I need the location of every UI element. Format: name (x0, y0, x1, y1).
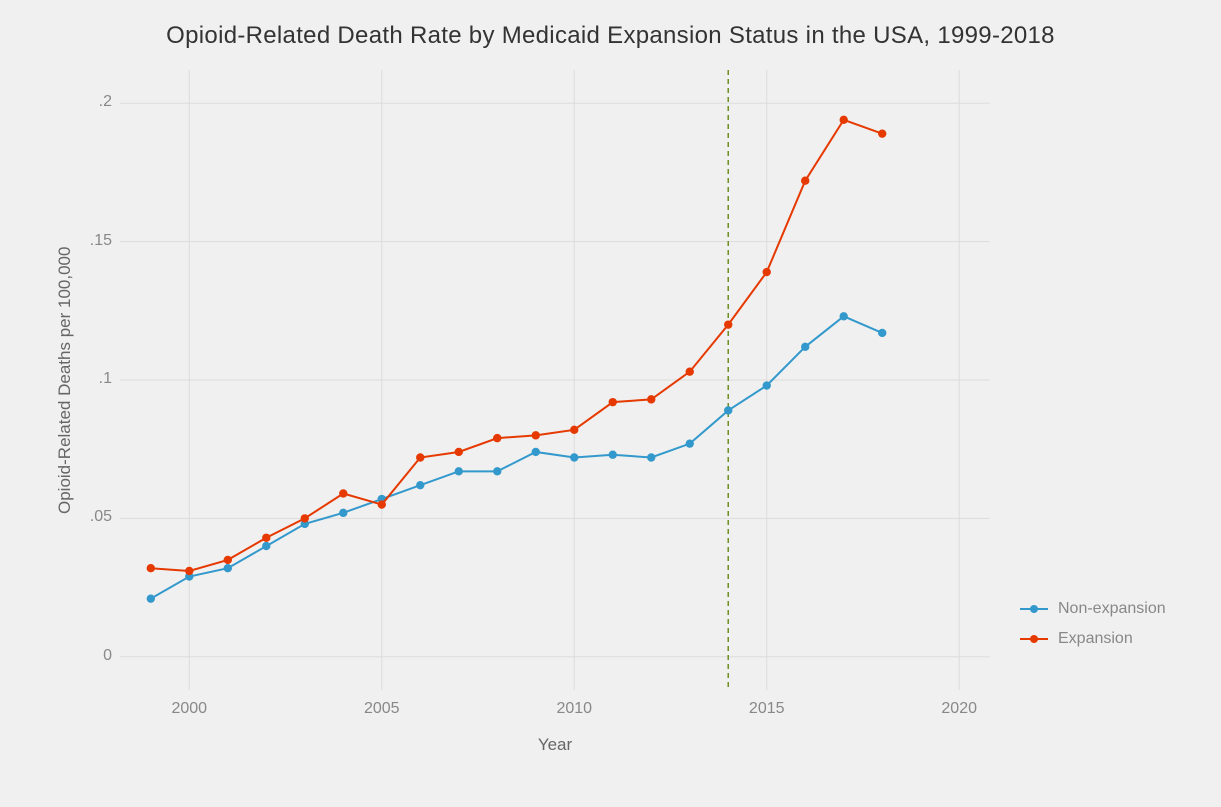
plot-area (120, 70, 990, 690)
series-marker-expansion (647, 395, 655, 403)
series-marker-non_expansion (763, 381, 771, 389)
series-marker-non_expansion (416, 481, 424, 489)
series-marker-non_expansion (224, 564, 232, 572)
series-marker-non_expansion (801, 343, 809, 351)
series-marker-expansion (185, 567, 193, 575)
x-tick-label: 2005 (362, 700, 402, 718)
series-marker-non_expansion (339, 509, 347, 517)
series-marker-expansion (262, 534, 270, 542)
series-marker-non_expansion (147, 594, 155, 602)
series-line-non_expansion (151, 316, 882, 598)
series-marker-non_expansion (647, 453, 655, 461)
series-marker-non_expansion (262, 542, 270, 550)
series-marker-expansion (378, 500, 386, 508)
y-tick-label: .1 (99, 370, 112, 388)
series-marker-expansion (301, 514, 309, 522)
series-marker-expansion (532, 431, 540, 439)
series-marker-non_expansion (840, 312, 848, 320)
series-marker-expansion (147, 564, 155, 572)
legend-marker-icon (1030, 605, 1038, 613)
series-marker-expansion (801, 177, 809, 185)
series-marker-expansion (609, 398, 617, 406)
x-tick-label: 2000 (169, 700, 209, 718)
series-marker-non_expansion (878, 329, 886, 337)
x-tick-label: 2010 (554, 700, 594, 718)
series-marker-expansion (224, 556, 232, 564)
legend-item-non_expansion: Non-expansion (1020, 600, 1166, 618)
legend-item-expansion: Expansion (1020, 630, 1166, 648)
legend: Non-expansion Expansion (1020, 600, 1166, 660)
legend-label: Non-expansion (1058, 600, 1166, 618)
legend-marker-icon (1030, 635, 1038, 643)
y-axis-label: Opioid-Related Deaths per 100,000 (55, 246, 75, 513)
series-marker-expansion (878, 129, 886, 137)
series-marker-non_expansion (609, 451, 617, 459)
legend-swatch (1020, 638, 1048, 640)
series-marker-non_expansion (724, 406, 732, 414)
series-marker-expansion (686, 367, 694, 375)
y-tick-label: .05 (90, 508, 112, 526)
series-marker-expansion (493, 434, 501, 442)
y-tick-label: .15 (90, 232, 112, 250)
chart-title: Opioid-Related Death Rate by Medicaid Ex… (0, 22, 1221, 50)
series-marker-non_expansion (493, 467, 501, 475)
series-marker-expansion (339, 489, 347, 497)
series-line-expansion (151, 120, 882, 571)
series-marker-expansion (416, 453, 424, 461)
x-tick-label: 2020 (939, 700, 979, 718)
series-marker-non_expansion (532, 448, 540, 456)
series-marker-non_expansion (570, 453, 578, 461)
series-marker-non_expansion (686, 439, 694, 447)
legend-label: Expansion (1058, 630, 1133, 648)
series-marker-expansion (840, 116, 848, 124)
series-marker-non_expansion (455, 467, 463, 475)
series-marker-expansion (724, 320, 732, 328)
y-tick-label: .2 (99, 93, 112, 111)
y-tick-label: 0 (103, 647, 112, 665)
series-marker-expansion (570, 426, 578, 434)
legend-swatch (1020, 608, 1048, 610)
series-marker-expansion (763, 268, 771, 276)
x-tick-label: 2015 (747, 700, 787, 718)
x-axis-label: Year (120, 735, 990, 755)
series-marker-expansion (455, 448, 463, 456)
chart-container: Opioid-Related Death Rate by Medicaid Ex… (0, 0, 1221, 807)
